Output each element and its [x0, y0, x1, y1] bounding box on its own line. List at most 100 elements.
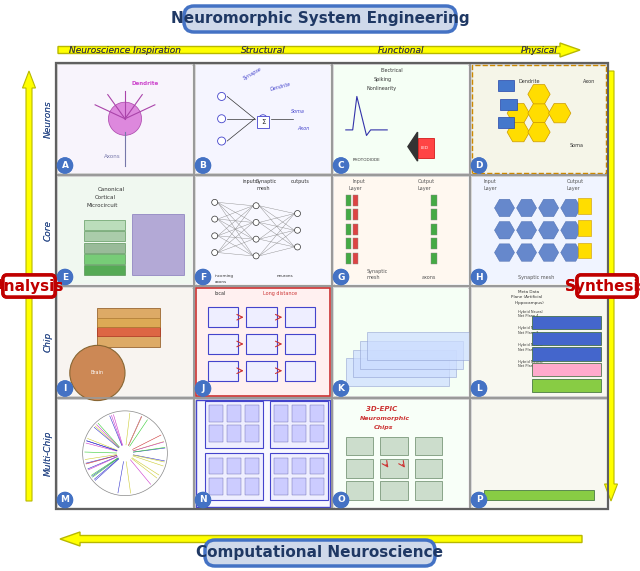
Bar	[532, 379, 601, 392]
Bar	[500, 99, 517, 110]
Circle shape	[253, 219, 259, 226]
Bar	[333, 176, 468, 284]
Circle shape	[472, 493, 486, 508]
Text: Structural: Structural	[241, 46, 285, 55]
Bar	[274, 478, 288, 494]
FancyBboxPatch shape	[577, 275, 637, 297]
Text: Neuromorphic System Engineering: Neuromorphic System Engineering	[171, 11, 469, 26]
Bar	[97, 327, 159, 336]
Text: Brain: Brain	[91, 371, 104, 376]
Bar	[56, 63, 608, 509]
Text: local: local	[214, 291, 226, 296]
Circle shape	[212, 233, 218, 239]
Circle shape	[195, 270, 211, 284]
Text: Multi-Chip: Multi-Chip	[44, 431, 53, 476]
Bar	[333, 65, 468, 173]
Bar	[472, 288, 606, 396]
Text: N: N	[199, 496, 207, 505]
Text: Long distance: Long distance	[263, 291, 297, 296]
Bar	[532, 347, 601, 361]
Text: F: F	[200, 272, 206, 282]
Bar	[472, 399, 607, 508]
Bar	[227, 405, 241, 422]
Text: Neurons: Neurons	[44, 100, 53, 138]
Circle shape	[472, 270, 486, 284]
Circle shape	[58, 270, 72, 284]
Text: I: I	[63, 384, 67, 393]
Bar	[58, 176, 192, 284]
Text: 3D-EPIC: 3D-EPIC	[367, 406, 397, 412]
Circle shape	[333, 493, 349, 508]
Text: Analysis: Analysis	[0, 279, 65, 293]
Text: Analysis: Analysis	[0, 279, 65, 293]
Text: outputs: outputs	[291, 179, 310, 184]
Bar	[334, 65, 468, 172]
Text: N: N	[199, 496, 207, 505]
Text: H: H	[475, 272, 483, 282]
Circle shape	[472, 493, 486, 508]
Bar	[472, 65, 607, 173]
Circle shape	[472, 270, 486, 284]
Text: Nonlinearity: Nonlinearity	[367, 86, 397, 91]
Circle shape	[294, 211, 301, 216]
Circle shape	[58, 270, 72, 284]
Text: Structural: Structural	[241, 46, 285, 55]
Bar	[58, 288, 192, 396]
Bar	[270, 453, 328, 500]
Bar	[56, 63, 608, 509]
Bar	[209, 478, 223, 494]
Text: Microcircuit: Microcircuit	[86, 203, 118, 208]
Bar	[484, 490, 594, 500]
Circle shape	[253, 203, 259, 209]
Text: Neuroscience Inspiration: Neuroscience Inspiration	[69, 46, 181, 55]
Bar	[227, 458, 241, 475]
Text: C: C	[338, 161, 344, 170]
Text: Plane (Artificial: Plane (Artificial	[511, 295, 543, 299]
Bar	[292, 458, 306, 475]
Text: O: O	[337, 496, 345, 505]
Text: F: F	[200, 272, 206, 282]
Bar	[472, 176, 606, 284]
Text: Functional: Functional	[378, 46, 424, 55]
Bar	[274, 405, 288, 422]
Circle shape	[212, 199, 218, 206]
Text: incoming: incoming	[214, 274, 234, 278]
Bar	[346, 359, 449, 387]
Text: D: D	[476, 161, 483, 170]
Bar	[257, 116, 269, 128]
Bar	[333, 288, 468, 396]
Bar	[431, 238, 437, 249]
Bar	[58, 176, 193, 284]
Bar	[132, 214, 184, 275]
Text: Layer: Layer	[349, 186, 362, 191]
Circle shape	[472, 158, 486, 173]
Bar	[472, 65, 606, 172]
Text: A: A	[61, 161, 68, 170]
Bar	[334, 288, 468, 396]
Text: H: H	[475, 272, 483, 282]
Text: O: O	[337, 496, 345, 505]
Circle shape	[58, 381, 72, 396]
Text: Neurons: Neurons	[44, 100, 53, 138]
Text: Axon: Axon	[298, 126, 310, 131]
Text: Hippocampus): Hippocampus)	[514, 301, 544, 305]
Text: I: I	[63, 384, 67, 393]
Text: Σ: Σ	[261, 119, 265, 124]
Bar	[415, 459, 442, 478]
Text: LED: LED	[420, 146, 428, 150]
Bar	[380, 459, 408, 478]
Bar	[209, 458, 223, 475]
Bar	[431, 252, 437, 264]
Circle shape	[218, 115, 226, 123]
Circle shape	[58, 158, 72, 173]
Text: Spiking: Spiking	[373, 77, 392, 82]
Text: axons: axons	[422, 275, 436, 280]
Bar	[209, 425, 223, 442]
Circle shape	[212, 216, 218, 222]
Bar	[195, 399, 330, 508]
Text: Soma: Soma	[291, 109, 305, 114]
Text: Dendrite: Dendrite	[518, 79, 540, 84]
Bar	[310, 478, 324, 494]
Bar	[472, 176, 607, 284]
Bar	[292, 405, 306, 422]
